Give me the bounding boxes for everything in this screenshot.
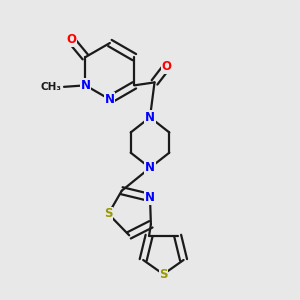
Text: S: S	[159, 268, 168, 281]
Text: O: O	[161, 60, 171, 74]
Text: S: S	[104, 207, 112, 220]
Text: N: N	[80, 79, 90, 92]
Text: N: N	[145, 161, 155, 174]
Text: N: N	[145, 191, 155, 204]
Text: O: O	[66, 33, 76, 46]
Text: N: N	[105, 93, 115, 106]
Text: N: N	[145, 111, 155, 124]
Text: CH₃: CH₃	[40, 82, 61, 92]
